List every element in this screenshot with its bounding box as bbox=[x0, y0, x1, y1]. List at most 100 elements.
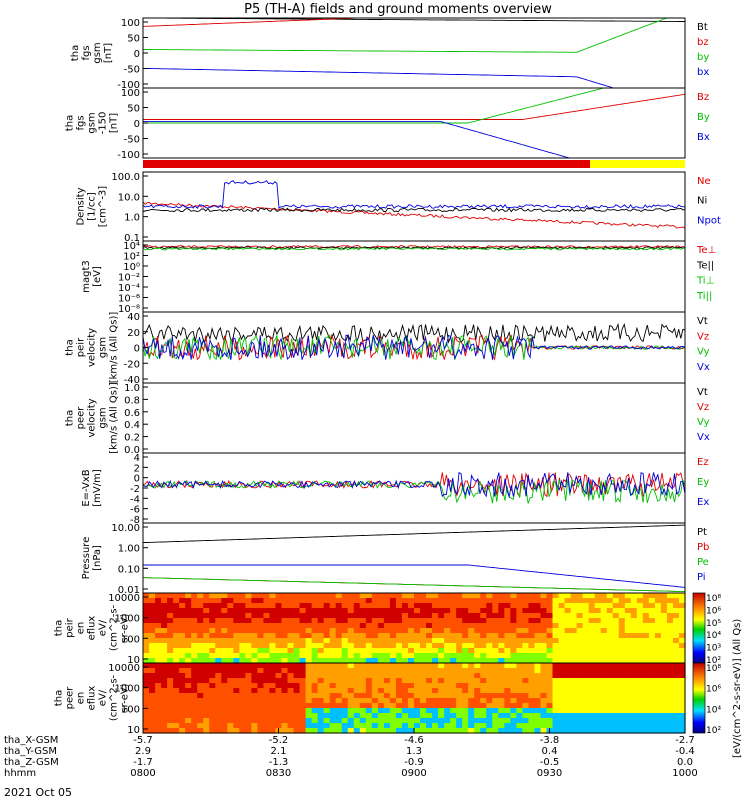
heatmap-cell bbox=[630, 723, 638, 729]
heatmap-cell bbox=[606, 598, 614, 604]
heatmap-cell bbox=[305, 623, 313, 629]
heatmap-cell bbox=[636, 648, 644, 654]
heatmap-cell bbox=[498, 668, 505, 674]
x-axis-value: -2.7 bbox=[675, 735, 695, 746]
heatmap-cell bbox=[197, 633, 204, 639]
heatmap-cell bbox=[341, 708, 349, 714]
heatmap-cell bbox=[432, 683, 439, 689]
heatmap-cell bbox=[365, 728, 373, 734]
heatmap-cell bbox=[245, 723, 252, 729]
heatmap-cell bbox=[594, 593, 602, 599]
heatmap-cell bbox=[179, 633, 186, 639]
heatmap-cell bbox=[612, 623, 620, 629]
heatmap-cell bbox=[534, 693, 542, 699]
heatmap-cell bbox=[353, 663, 361, 669]
heatmap-cell bbox=[185, 718, 192, 724]
heatmap-cell bbox=[299, 688, 307, 694]
heatmap-cell bbox=[203, 623, 210, 629]
heatmap-cell bbox=[287, 608, 295, 614]
heatmap-cell bbox=[227, 658, 234, 664]
heatmap-cell bbox=[209, 683, 216, 689]
heatmap-cell bbox=[594, 643, 602, 649]
heatmap-cell bbox=[173, 598, 180, 604]
heatmap-cell bbox=[498, 598, 505, 604]
heatmap-cell bbox=[239, 698, 246, 704]
heatmap-cell bbox=[534, 633, 542, 639]
heatmap-cell bbox=[233, 648, 240, 654]
heatmap-cell bbox=[480, 723, 487, 729]
heatmap-cell bbox=[480, 628, 487, 634]
heatmap-cell bbox=[558, 673, 566, 679]
x-axis-value: 1000 bbox=[672, 768, 697, 779]
heatmap-cell bbox=[498, 673, 505, 679]
heatmap-cell bbox=[540, 618, 548, 624]
heatmap-cell bbox=[179, 663, 186, 669]
heatmap-cell bbox=[203, 723, 210, 729]
heatmap-cell bbox=[287, 703, 295, 709]
heatmap-cell bbox=[371, 713, 379, 719]
heatmap-cell bbox=[323, 723, 331, 729]
heatmap-cell bbox=[401, 678, 409, 684]
heatmap-cell bbox=[245, 648, 252, 654]
heatmap-cell bbox=[498, 648, 505, 654]
y-axis-label: gsm bbox=[98, 407, 109, 428]
heatmap-cell bbox=[245, 678, 252, 684]
heatmap-cell bbox=[167, 668, 174, 674]
heatmap-cell bbox=[185, 728, 192, 734]
heatmap-cell bbox=[600, 653, 608, 659]
heatmap-cell bbox=[311, 623, 319, 629]
heatmap-cell bbox=[540, 678, 548, 684]
series-line-green bbox=[142, 247, 686, 251]
heatmap-cell bbox=[395, 628, 403, 634]
heatmap-cell bbox=[462, 648, 469, 654]
heatmap-cell bbox=[456, 693, 463, 699]
heatmap-cell bbox=[474, 633, 481, 639]
heatmap-cell bbox=[636, 658, 644, 664]
heatmap-cell bbox=[600, 668, 608, 674]
heatmap-cell bbox=[630, 653, 638, 659]
heatmap-cell bbox=[612, 628, 620, 634]
heatmap-cell bbox=[606, 673, 614, 679]
heatmap-cell bbox=[564, 598, 572, 604]
heatmap-cell bbox=[305, 723, 313, 729]
heatmap-cell bbox=[462, 683, 469, 689]
heatmap-cell bbox=[498, 643, 505, 649]
heatmap-cell bbox=[522, 643, 530, 649]
heatmap-cell bbox=[287, 728, 295, 734]
heatmap-cell bbox=[209, 718, 216, 724]
heatmap-cell bbox=[155, 658, 162, 664]
heatmap-cell bbox=[227, 618, 234, 624]
heatmap-cell bbox=[540, 663, 548, 669]
heatmap-cell bbox=[486, 663, 493, 669]
heatmap-cell bbox=[516, 718, 523, 724]
heatmap-cell bbox=[263, 663, 271, 669]
heatmap-cell bbox=[197, 713, 204, 719]
heatmap-cell bbox=[540, 713, 548, 719]
heatmap-cell bbox=[558, 653, 566, 659]
heatmap-cell bbox=[185, 678, 192, 684]
heatmap-cell bbox=[269, 668, 277, 674]
heatmap-cell bbox=[245, 633, 252, 639]
heatmap-cell bbox=[606, 643, 614, 649]
heatmap-cell bbox=[570, 703, 578, 709]
heatmap-cell bbox=[209, 708, 216, 714]
heatmap-cell bbox=[522, 633, 530, 639]
heatmap-cell bbox=[263, 713, 271, 719]
heatmap-cell bbox=[383, 708, 391, 714]
heatmap-cell bbox=[311, 643, 319, 649]
heatmap-cell bbox=[450, 693, 457, 699]
heatmap-cell bbox=[468, 673, 475, 679]
heatmap-cell bbox=[624, 728, 632, 734]
heatmap-cell bbox=[552, 633, 560, 639]
y-tick-label: -8 bbox=[130, 515, 140, 526]
heatmap-cell bbox=[474, 653, 481, 659]
heatmap-cell bbox=[600, 598, 608, 604]
heatmap-cell bbox=[185, 723, 192, 729]
heatmap-cell bbox=[594, 608, 602, 614]
heatmap-cell bbox=[215, 613, 222, 619]
heatmap-cell bbox=[432, 638, 439, 644]
heatmap-cell bbox=[215, 698, 222, 704]
heatmap-cell bbox=[167, 678, 174, 684]
heatmap-cell bbox=[311, 698, 319, 704]
heatmap-cell bbox=[654, 608, 662, 614]
